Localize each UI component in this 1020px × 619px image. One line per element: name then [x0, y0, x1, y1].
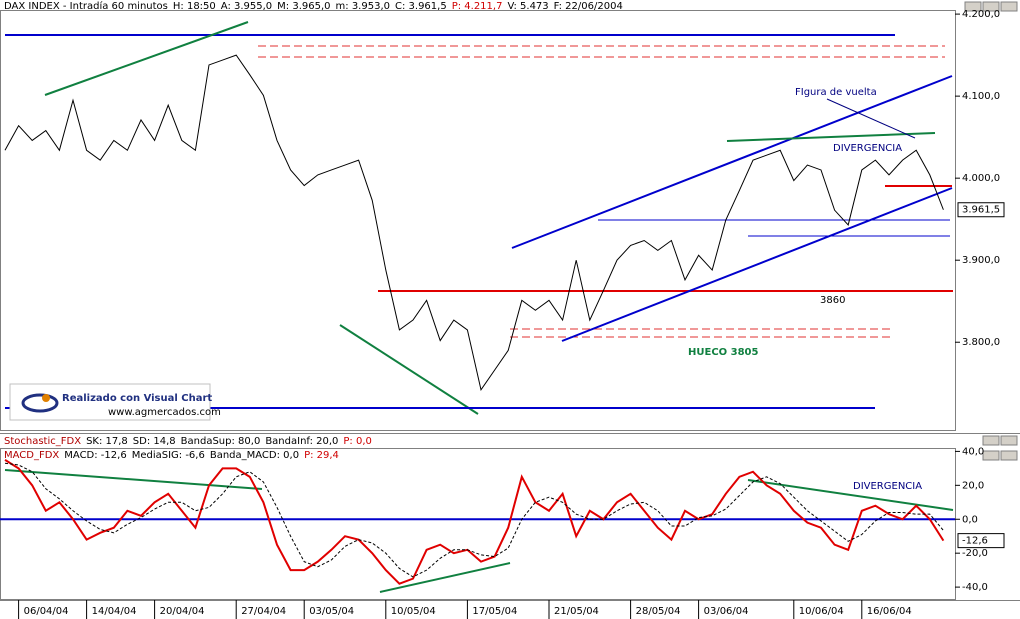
- x-tick-label: 27/04/04: [241, 606, 286, 617]
- info-item: BandaInf: 20,0: [265, 436, 338, 447]
- trendline: [747, 479, 954, 511]
- last-value-label: 3.961,5: [962, 205, 1000, 216]
- info-item: MACD: -12,6: [64, 450, 126, 461]
- info-item: H: 18:50: [173, 1, 216, 12]
- info-item: m: 3.953,0: [336, 1, 390, 12]
- macd-legend: MACD_FDX MACD: -12,6 MediaSIG: -6,6 Banda_M…: [4, 450, 339, 461]
- x-tick-label: 16/06/04: [867, 606, 912, 617]
- info-item: C: 3.961,5: [395, 1, 447, 12]
- x-tick-label: 28/05/04: [636, 606, 681, 617]
- annotation: 3860: [820, 295, 845, 306]
- button[interactable]: [1000, 450, 1018, 461]
- x-tick-label: 21/05/04: [554, 606, 599, 617]
- series-line: [4, 462, 944, 578]
- logo: Realizado con Visual Chart www.agmercado…: [9, 383, 221, 421]
- series-line: [4, 54, 944, 392]
- y-tick-label: 40,0: [962, 446, 984, 457]
- info-item: MACD_FDX: [4, 450, 59, 461]
- button[interactable]: [1000, 435, 1018, 446]
- trendline: [511, 75, 953, 249]
- y-tick-label: 0,0: [962, 514, 978, 525]
- stochastic-legend: Stochastic_FDX SK: 17,8 SD: 14,8 BandaSup: …: [4, 436, 372, 447]
- x-tick-label: 20/04/04: [160, 606, 205, 617]
- trendline: [44, 21, 249, 96]
- info-item: Banda_MACD: 0,0: [210, 450, 299, 461]
- x-tick-label: 03/05/04: [309, 606, 354, 617]
- info-item: P: 29,4: [304, 450, 339, 461]
- info-item: SK: 17,8: [86, 436, 128, 447]
- info-item: SD: 14,8: [133, 436, 176, 447]
- info-item: A: 3.955,0: [221, 1, 272, 12]
- info-item: P: 0,0: [343, 436, 371, 447]
- y-tick-label: 4.000,0: [962, 173, 1000, 184]
- info-item: M: 3.965,0: [277, 1, 330, 12]
- last-value-box: [957, 202, 1005, 218]
- x-tick-label: 14/04/04: [92, 606, 137, 617]
- info-item: Stochastic_FDX: [4, 436, 81, 447]
- button[interactable]: [1000, 1, 1018, 12]
- logo-box: [9, 383, 211, 421]
- trendline: [4, 469, 263, 490]
- header: DAX INDEX - Intradía 60 minutos H: 18:50 A…: [4, 0, 623, 12]
- trendline: [561, 187, 953, 342]
- info-item: MediaSIG: -6,6: [132, 450, 205, 461]
- annotation: FIgura de vuelta: [795, 87, 877, 98]
- trendline: [726, 132, 936, 142]
- y-tick-label: 3.800,0: [962, 337, 1000, 348]
- logo-icon: [21, 393, 59, 413]
- macd-panel: [0, 448, 956, 600]
- x-tick-label: 06/04/04: [24, 606, 69, 617]
- info-item: P: 4.211,7: [452, 1, 503, 12]
- x-tick-label: 10/05/04: [391, 606, 436, 617]
- annotation: HUECO 3805: [688, 347, 759, 358]
- logo-icon: [42, 394, 50, 402]
- y-tick-label: 20,0: [962, 480, 984, 491]
- last-value-label: -12,6: [962, 536, 988, 547]
- annotation: DIVERGENCIA: [833, 143, 902, 154]
- info-item: V: 5.473: [507, 1, 548, 12]
- info-item: DAX INDEX - Intradía 60 minutos: [4, 0, 168, 12]
- pointer: [826, 98, 916, 139]
- y-tick-label: -40,0: [962, 582, 988, 593]
- y-tick-label: 4.100,0: [962, 91, 1000, 102]
- logo-title: Realizado con Visual Chart: [62, 393, 212, 404]
- series-line: [4, 459, 945, 585]
- y-tick-label: -20,0: [962, 548, 988, 559]
- info-item: F: 22/06/2004: [554, 1, 623, 12]
- x-tick-label: 03/06/04: [704, 606, 749, 617]
- last-value-box: [957, 533, 1005, 549]
- button[interactable]: [982, 435, 1000, 446]
- price-panel: [0, 10, 956, 431]
- button[interactable]: [982, 450, 1000, 461]
- button[interactable]: [964, 1, 982, 12]
- x-tick-label: 17/05/04: [472, 606, 517, 617]
- button[interactable]: [982, 1, 1000, 12]
- logo-url: www.agmercados.com: [108, 407, 221, 418]
- plots: 3.800,0 3.900,0 4.000,0 4.100,0 4.200,0 3.961…: [0, 9, 1005, 619]
- trendline: [339, 324, 479, 415]
- y-tick-label: 4.200,0: [962, 9, 1000, 20]
- window-buttons[interactable]: [964, 1, 1018, 461]
- trendlines: [4, 21, 954, 593]
- info-item: BandaSup: 80,0: [181, 436, 261, 447]
- y-tick-label: 3.900,0: [962, 255, 1000, 266]
- x-tick-label: 10/06/04: [799, 606, 844, 617]
- trendline: [379, 562, 511, 593]
- annotation: DIVERGENCIA: [853, 481, 922, 492]
